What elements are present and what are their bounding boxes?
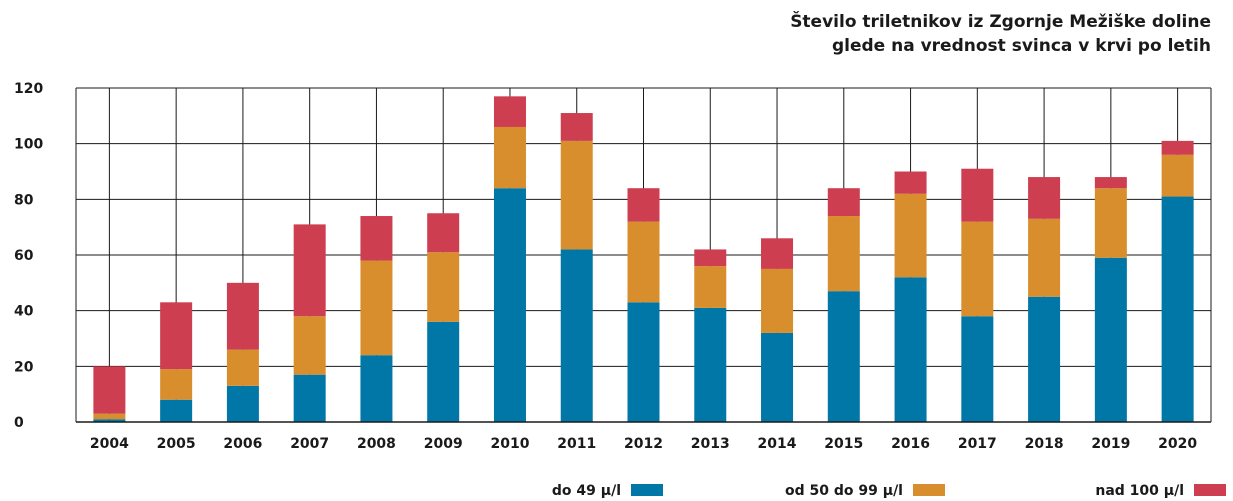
bar-segment (160, 302, 193, 370)
bar-segment (93, 413, 126, 420)
bar-segment (694, 249, 727, 267)
x-tick-label: 2020 (1158, 436, 1197, 452)
bar-segment (894, 193, 927, 278)
bar-segment (360, 355, 393, 422)
x-tick-label: 2015 (824, 436, 863, 452)
bar-segment (226, 349, 259, 386)
legend-item: od 50 do 99 µ/l (785, 483, 945, 499)
x-tick-label: 2009 (424, 436, 463, 452)
legend-label: nad 100 µ/l (1095, 483, 1184, 499)
bar-segment (827, 188, 860, 217)
y-tick-label: 80 (14, 192, 34, 208)
bars (93, 96, 1194, 422)
bar-segment (160, 399, 193, 422)
legend-label: od 50 do 99 µ/l (785, 483, 903, 499)
legend-item: nad 100 µ/l (1095, 483, 1226, 499)
y-tick-label: 40 (14, 304, 34, 320)
bar-segment (961, 221, 994, 317)
bar-segment (293, 374, 326, 422)
bar-segment (1161, 140, 1194, 155)
bar-segment (627, 188, 660, 222)
bar-segment (961, 316, 994, 422)
bar-segment (627, 221, 660, 303)
legend-item: do 49 µ/l (552, 483, 663, 499)
bar-segment (694, 266, 727, 308)
legend-label: do 49 µ/l (552, 483, 621, 499)
legend-swatch (1194, 484, 1226, 496)
bar-segment (493, 188, 526, 422)
bar-segment (627, 302, 660, 422)
bar-segment (694, 307, 727, 422)
x-tick-label: 2013 (691, 436, 730, 452)
x-tick-label: 2008 (357, 436, 396, 452)
x-tick-label: 2018 (1025, 436, 1064, 452)
bar-segment (1094, 177, 1127, 189)
bar-segment (1161, 196, 1194, 422)
bar-segment (93, 419, 126, 422)
chart-title: Število triletnikov iz Zgornje Mežiške d… (790, 10, 1211, 56)
bar-segment (761, 238, 794, 269)
bar-segment (560, 140, 593, 250)
bar-segment (226, 385, 259, 422)
x-tick-label: 2016 (891, 436, 930, 452)
legend-swatch (913, 484, 945, 496)
bar-segment (827, 216, 860, 292)
bar-segment (1094, 257, 1127, 422)
bar-segment (93, 366, 126, 414)
y-tick-label: 0 (14, 415, 24, 431)
axes: 0 20 40 60 80 100 120 2004 2005 2006 2007 2008 2009 2… (14, 81, 1211, 452)
bar-segment (1028, 177, 1061, 219)
x-tick-label: 2006 (223, 436, 262, 452)
bar-segment (293, 224, 326, 317)
bar-segment (160, 369, 193, 400)
bar-segment (894, 277, 927, 422)
bar-segment (293, 316, 326, 375)
bar-segment (1028, 218, 1061, 297)
x-tick-label: 2004 (90, 436, 129, 452)
y-tick-label: 120 (14, 81, 43, 97)
bar-segment (961, 168, 994, 222)
y-tick-label: 100 (14, 137, 43, 153)
chart-title-line-2: glede na vrednost svinca v krvi po letih (832, 36, 1211, 56)
x-tick-label: 2007 (290, 436, 329, 452)
bar-segment (1161, 154, 1194, 197)
bar-segment (427, 321, 460, 422)
bar-segment (360, 260, 393, 356)
x-tick-label: 2012 (624, 436, 663, 452)
bar-segment (894, 171, 927, 194)
bar-segment (1028, 296, 1061, 422)
bar-segment (560, 249, 593, 422)
y-tick-label: 20 (14, 359, 34, 375)
legend-swatch (631, 484, 663, 496)
x-tick-label: 2019 (1091, 436, 1130, 452)
x-tick-label: 2011 (557, 436, 596, 452)
x-tick-label: 2005 (157, 436, 196, 452)
legend: do 49 µ/l od 50 do 99 µ/l nad 100 µ/l (552, 483, 1226, 499)
bar-segment (560, 113, 593, 141)
bar-segment (427, 213, 460, 253)
bar-segment (493, 126, 526, 189)
bar-segment (827, 291, 860, 422)
chart-title-line-1: Število triletnikov iz Zgornje Mežiške d… (790, 10, 1211, 32)
y-tick-label: 60 (14, 248, 34, 264)
bar-segment (360, 216, 393, 261)
x-tick-label: 2017 (958, 436, 997, 452)
bar-segment (1094, 188, 1127, 258)
x-tick-label: 2014 (758, 436, 797, 452)
x-tick-label: 2010 (490, 436, 529, 452)
bar-segment (761, 268, 794, 333)
bar-segment (493, 96, 526, 127)
bar-segment (226, 282, 259, 350)
bar-segment (427, 252, 460, 322)
bar-segment (761, 332, 794, 422)
